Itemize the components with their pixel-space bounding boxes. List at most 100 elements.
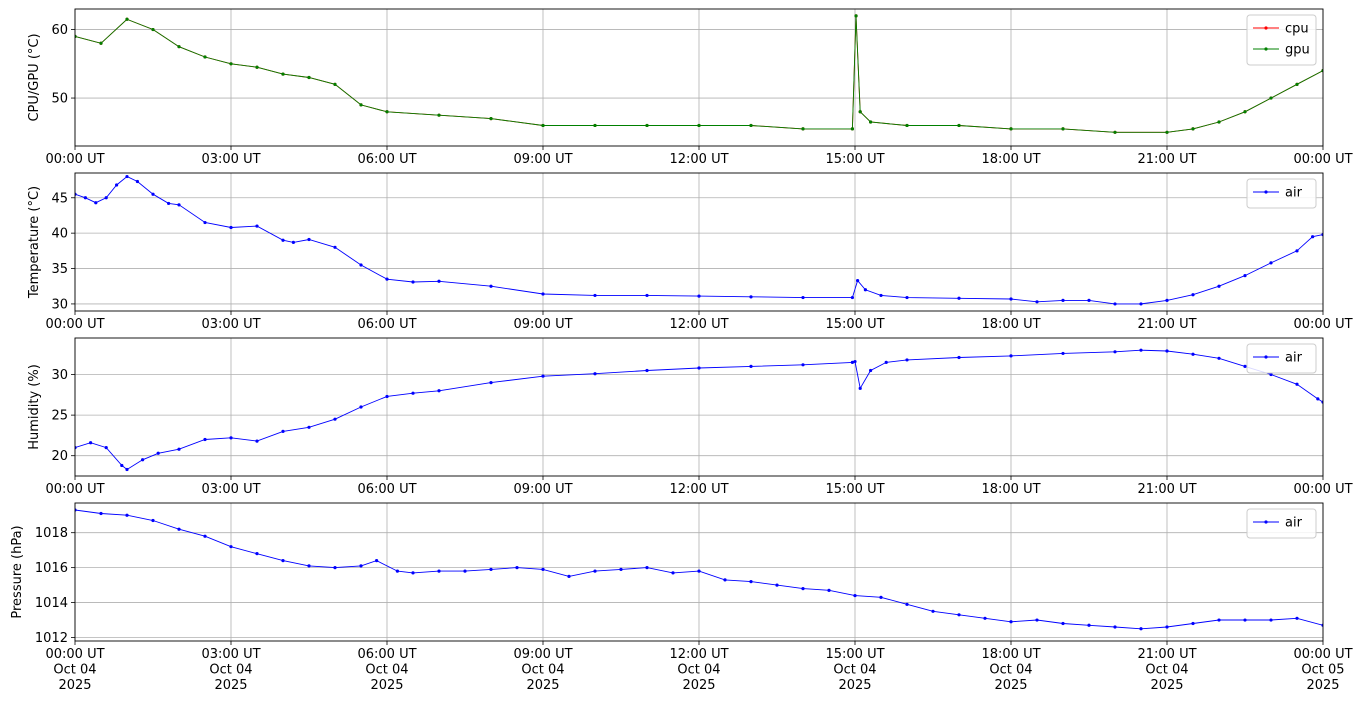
data-point-air xyxy=(333,245,337,249)
legend-marker-cpu xyxy=(1264,26,1268,30)
data-point-air xyxy=(104,196,108,200)
data-point-air xyxy=(1217,618,1221,622)
subplot-1: 50 60 00:00 UT 03:00 UT 06:00 UT 09:00 UT 12:0… xyxy=(27,8,1353,167)
data-point-air xyxy=(1009,354,1013,358)
data-point-air xyxy=(437,279,441,283)
y-tick-label: 1014 xyxy=(35,596,68,611)
data-point-air xyxy=(1295,249,1299,253)
x-tick-line: 09:00 UT xyxy=(513,152,572,167)
subplot-2: 30 35 40 45 00:00 UT 03:00 UT 06:00 UT 09:00 UT… xyxy=(27,172,1353,332)
data-point-gpu xyxy=(697,123,701,128)
data-point-gpu xyxy=(203,55,207,59)
data-point-air xyxy=(801,295,805,300)
x-tick-line: 06:00 UT xyxy=(357,152,416,167)
x-tick-label: 09:00 UT Oct 04 2025 xyxy=(513,647,572,693)
x-tick-label: 12:00 UT xyxy=(669,152,728,167)
data-point-air xyxy=(229,436,233,440)
data-point-air xyxy=(83,196,87,200)
x-tick-line: 09:00 UT xyxy=(513,647,572,662)
data-point-air xyxy=(1316,397,1320,401)
legend-box xyxy=(1246,14,1317,66)
data-point-air xyxy=(1269,261,1273,265)
axes-frame xyxy=(74,337,1324,477)
data-point-gpu xyxy=(858,110,862,114)
data-point-air xyxy=(125,467,129,472)
data-point-gpu xyxy=(854,14,858,18)
data-point-air xyxy=(645,293,649,298)
data-point-air xyxy=(281,559,285,563)
data-point-air xyxy=(167,201,171,206)
data-point-gpu xyxy=(850,127,855,131)
data-point-air xyxy=(1139,302,1143,306)
data-point-air xyxy=(697,366,701,370)
x-tick-label: 06:00 UT Oct 04 2025 xyxy=(357,647,416,693)
x-tick-line: 00:00 UT xyxy=(45,152,104,167)
x-tick-line: 03:00 UT xyxy=(201,317,260,332)
data-point-air xyxy=(307,564,311,568)
data-point-air xyxy=(104,445,108,450)
x-tick-label: 15:00 UT xyxy=(825,482,884,497)
legend-box xyxy=(1246,343,1317,374)
data-point-air xyxy=(203,220,207,225)
data-point-air xyxy=(291,240,295,244)
data-point-air xyxy=(1165,298,1169,302)
data-point-air xyxy=(775,583,779,587)
x-tick-line: 15:00 UT xyxy=(825,647,884,662)
data-point-air xyxy=(905,295,909,300)
x-tick-label: 12:00 UT Oct 04 2025 xyxy=(669,647,728,693)
data-point-air xyxy=(307,237,311,242)
data-point-air xyxy=(203,437,207,442)
data-point-air xyxy=(156,451,160,455)
data-point-air xyxy=(1165,349,1169,353)
data-point-air xyxy=(307,425,311,429)
legend-label-cpu: cpu xyxy=(1285,22,1309,37)
x-tick-line: 00:00 UT xyxy=(45,647,104,662)
x-tick-line: 18:00 UT xyxy=(981,152,1040,167)
x-tick-line: 21:00 UT xyxy=(1137,317,1196,332)
data-point-air xyxy=(203,534,207,538)
x-tick-label: 00:00 UT Oct 04 2025 xyxy=(45,647,104,693)
axes-frame xyxy=(74,8,1324,147)
data-point-air xyxy=(229,225,233,230)
data-point-air xyxy=(1035,300,1039,304)
x-tick-line: Oct 05 xyxy=(1301,663,1344,678)
x-tick-label: 06:00 UT xyxy=(357,482,416,497)
data-point-air xyxy=(411,571,415,575)
x-tick-label: 15:00 UT xyxy=(825,152,884,167)
data-point-air xyxy=(1165,625,1169,629)
y-tick-label: 20 xyxy=(51,449,68,464)
data-point-air xyxy=(255,224,259,228)
data-point-air xyxy=(1243,274,1247,278)
data-point-air xyxy=(255,552,259,556)
data-point-gpu xyxy=(99,41,103,45)
data-point-gpu xyxy=(1009,127,1013,131)
axes-frame xyxy=(74,172,1324,312)
series-line-air xyxy=(75,349,1323,471)
data-point-gpu xyxy=(1191,127,1195,131)
data-point-air xyxy=(827,588,831,592)
data-point-air xyxy=(359,263,363,267)
data-point-air xyxy=(94,201,98,205)
x-tick-line: Oct 04 xyxy=(365,663,408,678)
data-point-air xyxy=(645,368,649,373)
data-point-air xyxy=(1295,382,1299,386)
data-point-air xyxy=(1087,623,1091,627)
data-point-air xyxy=(1087,298,1091,302)
data-point-gpu xyxy=(307,75,311,80)
x-tick-line: Oct 04 xyxy=(53,663,96,678)
legend-label-air: air xyxy=(1285,516,1303,531)
data-point-air xyxy=(1269,618,1273,622)
x-tick-line: 09:00 UT xyxy=(513,482,572,497)
legend-marker-air xyxy=(1264,190,1268,194)
y-axis-label: Humidity (%) xyxy=(27,364,42,450)
y-tick-label: 35 xyxy=(51,262,68,277)
x-tick-label: 00:00 UT Oct 05 2025 xyxy=(1293,647,1352,693)
data-point-gpu xyxy=(1165,130,1169,134)
data-point-air xyxy=(957,296,961,300)
x-tick-line: 2025 xyxy=(1306,678,1339,693)
x-tick-line: 06:00 UT xyxy=(357,317,416,332)
data-point-air xyxy=(593,293,597,298)
data-point-air xyxy=(541,292,545,296)
x-tick-label: 00:00 UT xyxy=(45,482,104,497)
